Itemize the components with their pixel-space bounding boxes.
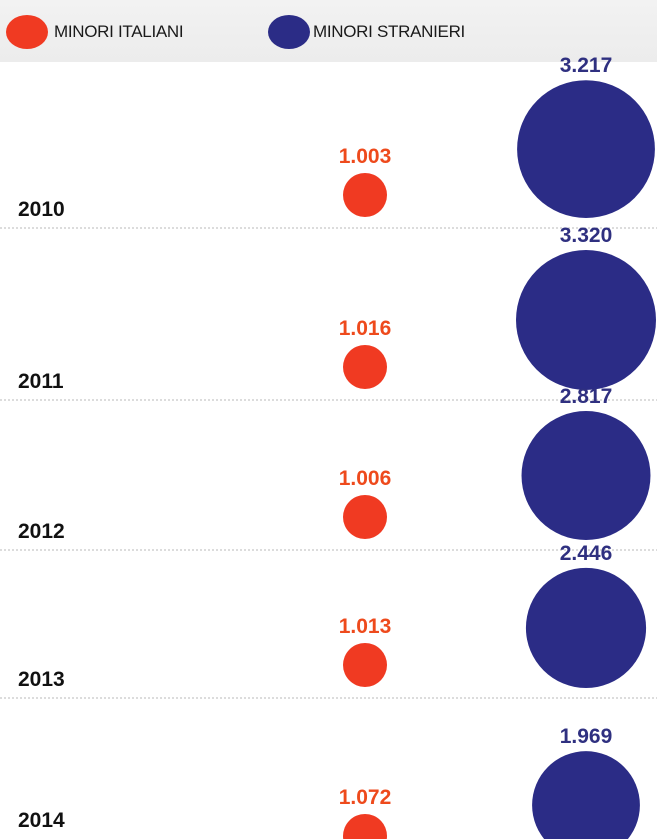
bubble-stranieri [521,411,651,540]
legend: MINORI ITALIANI MINORI STRANIERI [0,0,657,62]
value-label-italiani: 1.013 [339,615,392,638]
year-label: 2011 [18,370,64,393]
bubble-italiani [343,643,387,687]
legend-stranieri-label: MINORI STRANIERI [313,22,465,41]
year-label: 2010 [18,198,65,221]
year-label: 2014 [18,809,65,832]
bubble-stranieri [525,567,647,688]
legend-italiani-swatch [6,15,48,49]
bubble-stranieri [532,751,640,839]
value-label-stranieri: 3.217 [560,54,613,77]
value-label-italiani: 1.006 [339,467,392,490]
bubble-italiani [343,814,387,839]
bubble-italiani [343,495,387,539]
value-label-stranieri: 1.969 [560,725,613,748]
year-label: 2012 [18,520,65,543]
bubble-stranieri [517,80,655,219]
value-label-stranieri: 3.320 [560,224,613,247]
value-label-stranieri: 2.817 [560,385,613,408]
year-label: 2013 [18,668,65,691]
bubble-italiani [343,173,387,217]
value-label-stranieri: 2.446 [560,542,613,565]
legend-stranieri-swatch [268,15,310,49]
legend-italiani-label: MINORI ITALIANI [54,22,184,41]
value-label-italiani: 1.003 [339,145,392,168]
value-label-italiani: 1.016 [339,317,392,340]
bubble-stranieri [516,250,656,390]
value-label-italiani: 1.072 [339,786,392,809]
bubble-italiani [343,345,387,389]
